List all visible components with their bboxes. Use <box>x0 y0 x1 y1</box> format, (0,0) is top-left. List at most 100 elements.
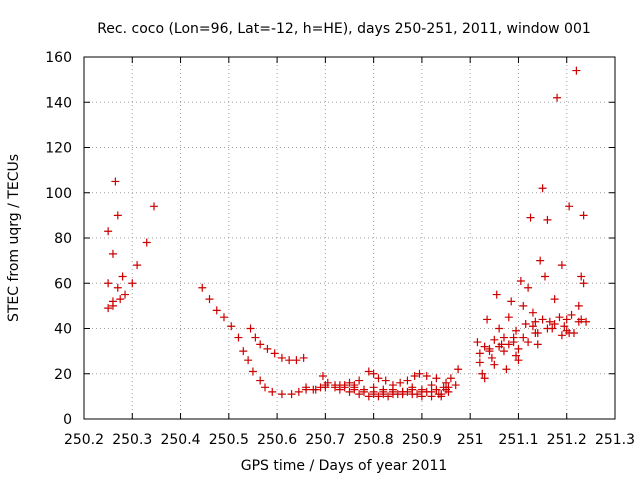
data-point <box>355 376 364 385</box>
data-point <box>577 315 586 324</box>
data-point <box>104 304 113 313</box>
data-point <box>499 333 508 342</box>
data-point <box>118 272 127 281</box>
data-point <box>256 376 265 385</box>
data-point <box>480 374 489 383</box>
data-point <box>567 310 576 319</box>
data-point <box>355 390 364 399</box>
data-point <box>538 184 547 193</box>
y-axis-title: STEC from uqrg / TECUs <box>6 154 22 322</box>
data-point <box>287 390 296 399</box>
data-point <box>560 322 569 331</box>
chart-title: Rec. coco (Lon=96, Lat=-12, h=HE), days … <box>97 21 591 37</box>
data-point <box>502 365 511 374</box>
data-point <box>524 338 533 347</box>
x-tick-label: 250.2 <box>64 432 104 448</box>
data-point <box>388 385 397 394</box>
data-point <box>268 387 277 396</box>
y-tick-label: 60 <box>54 276 72 292</box>
plot-frame <box>83 56 616 420</box>
y-tick-label: 160 <box>45 50 72 66</box>
data-points <box>104 66 591 401</box>
data-point <box>379 385 388 394</box>
data-point <box>246 324 255 333</box>
data-point <box>499 347 508 356</box>
data-point <box>318 372 327 381</box>
data-point <box>116 295 125 304</box>
data-point <box>256 340 265 349</box>
data-point <box>521 319 530 328</box>
data-point <box>359 385 368 394</box>
data-point <box>270 349 279 358</box>
data-point <box>133 261 142 270</box>
data-point <box>299 353 308 362</box>
data-point <box>574 301 583 310</box>
axis-ticks <box>83 56 616 420</box>
data-point <box>519 301 528 310</box>
data-point <box>473 338 482 347</box>
y-tick-label: 0 <box>63 412 72 428</box>
data-point <box>490 360 499 369</box>
data-point <box>234 333 243 342</box>
data-point <box>277 353 286 362</box>
data-point <box>415 369 424 378</box>
data-point <box>432 385 441 394</box>
data-point <box>277 390 286 399</box>
data-point <box>538 315 547 324</box>
data-point <box>579 211 588 220</box>
data-point <box>516 276 525 285</box>
data-point <box>475 358 484 367</box>
data-point <box>393 390 402 399</box>
data-point <box>384 392 393 401</box>
data-point <box>212 306 221 315</box>
x-tick-label: 250.3 <box>112 432 152 448</box>
data-point <box>512 326 521 335</box>
data-point <box>427 381 436 390</box>
data-point <box>374 374 383 383</box>
y-tick-label: 20 <box>54 367 72 383</box>
x-axis-title: GPS time / Days of year 2011 <box>241 458 448 474</box>
data-point <box>263 344 272 353</box>
x-tick-label: 250.4 <box>160 432 200 448</box>
data-point <box>331 383 340 392</box>
data-point <box>543 215 552 224</box>
data-point <box>104 227 113 236</box>
data-point <box>478 369 487 378</box>
data-point <box>514 356 523 365</box>
data-point <box>550 295 559 304</box>
data-point <box>483 315 492 324</box>
data-point <box>446 374 455 383</box>
data-point <box>113 211 122 220</box>
x-tick-label: 251.2 <box>547 432 587 448</box>
data-point <box>251 333 260 342</box>
data-point <box>108 301 117 310</box>
data-point <box>545 317 554 326</box>
y-tick-label: 40 <box>54 322 72 338</box>
data-point <box>219 313 228 322</box>
x-tick-label: 251.3 <box>595 432 635 448</box>
data-point <box>536 256 545 265</box>
data-point <box>104 279 113 288</box>
data-point <box>432 374 441 383</box>
data-point <box>294 387 303 396</box>
data-point <box>504 313 513 322</box>
data-point <box>562 315 571 324</box>
data-point <box>345 378 354 387</box>
data-point <box>321 383 330 392</box>
data-point <box>121 290 130 299</box>
data-point <box>528 322 537 331</box>
data-point <box>364 367 373 376</box>
data-point <box>451 381 460 390</box>
data-point <box>261 383 270 392</box>
data-point <box>509 338 518 347</box>
data-point <box>475 349 484 358</box>
data-point <box>495 342 504 351</box>
y-tick-label: 120 <box>45 141 72 157</box>
data-point <box>557 261 566 270</box>
data-point <box>579 279 588 288</box>
x-tick-label: 250.5 <box>209 432 249 448</box>
data-point <box>439 383 448 392</box>
data-point <box>480 342 489 351</box>
data-point <box>381 376 390 385</box>
